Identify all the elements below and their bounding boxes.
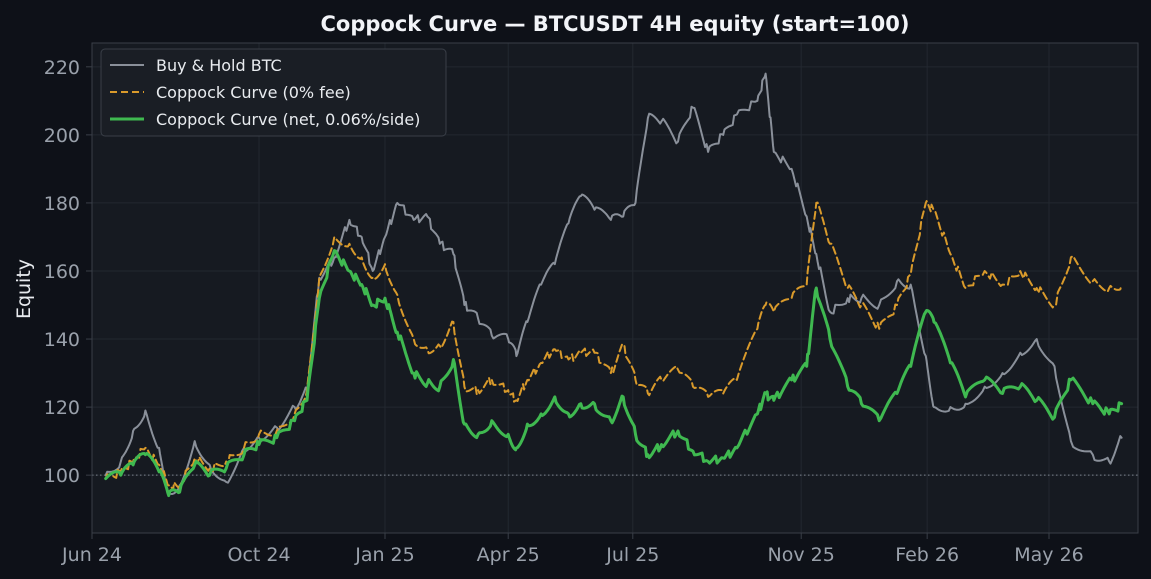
- x-tick-label: Nov 25: [768, 544, 835, 566]
- x-tick-label: Apr 25: [477, 544, 540, 566]
- legend-label-2: Coppock Curve (0% fee): [156, 83, 351, 102]
- x-tick-label: May 26: [1014, 544, 1084, 566]
- series-line-2: [104, 200, 1123, 491]
- legend: Buy & Hold BTC Coppock Curve (0% fee) Copp…: [100, 48, 447, 137]
- y-tick-label: 140: [44, 329, 80, 351]
- y-tick-label: 120: [44, 397, 80, 419]
- chart-title: Coppock Curve — BTCUSDT 4H equity (start…: [320, 12, 909, 36]
- legend-box: [100, 48, 447, 137]
- x-tick-label: Oct 24: [227, 544, 290, 566]
- x-tick-label: Jul 25: [605, 544, 659, 566]
- series-layer: [104, 72, 1124, 498]
- y-tick-label: 200: [44, 125, 80, 147]
- series-line-3: [104, 249, 1124, 498]
- legend-label-1: Buy & Hold BTC: [156, 56, 282, 75]
- y-tick-label: 220: [44, 57, 80, 79]
- y-axis-ticks: 100 120 140 160 180 200 220: [44, 57, 92, 487]
- series-line-1: [104, 72, 1123, 495]
- x-tick-label: Feb 26: [895, 544, 959, 566]
- y-axis-label: Equity: [13, 259, 35, 319]
- legend-label-3: Coppock Curve (net, 0.06%/side): [156, 110, 420, 129]
- legend-items: Buy & Hold BTC Coppock Curve (0% fee) Copp…: [110, 56, 420, 129]
- plot-frame: [91, 42, 1139, 534]
- y-tick-label: 100: [44, 465, 80, 487]
- x-axis-ticks: Jun 24 Oct 24 Jan 25 Apr 25 Jul 25 Nov 25 Feb …: [61, 533, 1084, 566]
- x-tick-label: Jan 25: [354, 544, 415, 566]
- y-tick-label: 160: [44, 261, 80, 283]
- y-tick-label: 180: [44, 193, 80, 215]
- x-tick-label: Jun 24: [61, 544, 122, 566]
